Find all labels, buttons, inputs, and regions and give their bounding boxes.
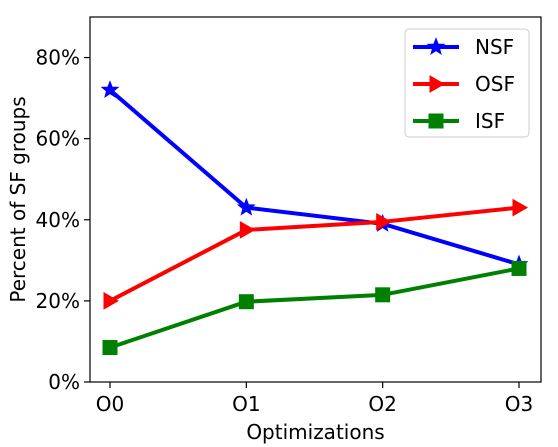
plot-frame <box>89 16 542 383</box>
legend: NSF OSF ISF <box>404 28 530 138</box>
y-tick-label: 60% <box>36 127 80 151</box>
series-line-isf <box>109 266 520 350</box>
data-point-isf <box>375 287 391 303</box>
data-point-nsf <box>100 80 120 99</box>
series-line-osf <box>109 205 520 303</box>
plot-area <box>100 80 529 356</box>
data-point-osf <box>512 198 529 217</box>
legend-entry-nsf: NSF <box>413 35 514 59</box>
data-point-osf <box>103 292 120 310</box>
legend-marker <box>426 37 446 56</box>
x-axis-label: Optimizations <box>246 420 384 444</box>
legend-label: NSF <box>475 35 514 59</box>
y-tick-label: 20% <box>36 289 80 313</box>
data-point-isf <box>511 260 527 276</box>
x-tick-label: O1 <box>232 392 260 416</box>
y-tick-label: 0% <box>48 370 80 394</box>
series-line-nsf <box>108 88 520 267</box>
y-tick-label: 40% <box>36 208 80 232</box>
y-tick-label: 80% <box>36 46 80 70</box>
legend-entry-osf: OSF <box>413 72 515 96</box>
data-point-isf <box>238 294 254 310</box>
legend-entry-isf: ISF <box>413 109 505 133</box>
x-tick-label: O0 <box>96 392 124 416</box>
y-axis-label: Percent of SF groups <box>6 96 30 302</box>
x-tick-label: O2 <box>368 392 396 416</box>
x-tick-label: O3 <box>505 392 533 416</box>
legend-label: OSF <box>475 72 515 96</box>
legend-label: ISF <box>475 109 505 133</box>
legend-box <box>404 28 530 138</box>
data-point-osf <box>239 221 256 239</box>
data-point-nsf <box>236 197 256 216</box>
legend-marker <box>428 113 444 129</box>
data-point-osf <box>376 212 392 231</box>
data-point-isf <box>102 340 118 356</box>
axes: 0% 20% 40% 60% 80% O0 O1 O2 O3 Optimizations Perce… <box>6 16 542 444</box>
legend-marker <box>429 75 446 93</box>
